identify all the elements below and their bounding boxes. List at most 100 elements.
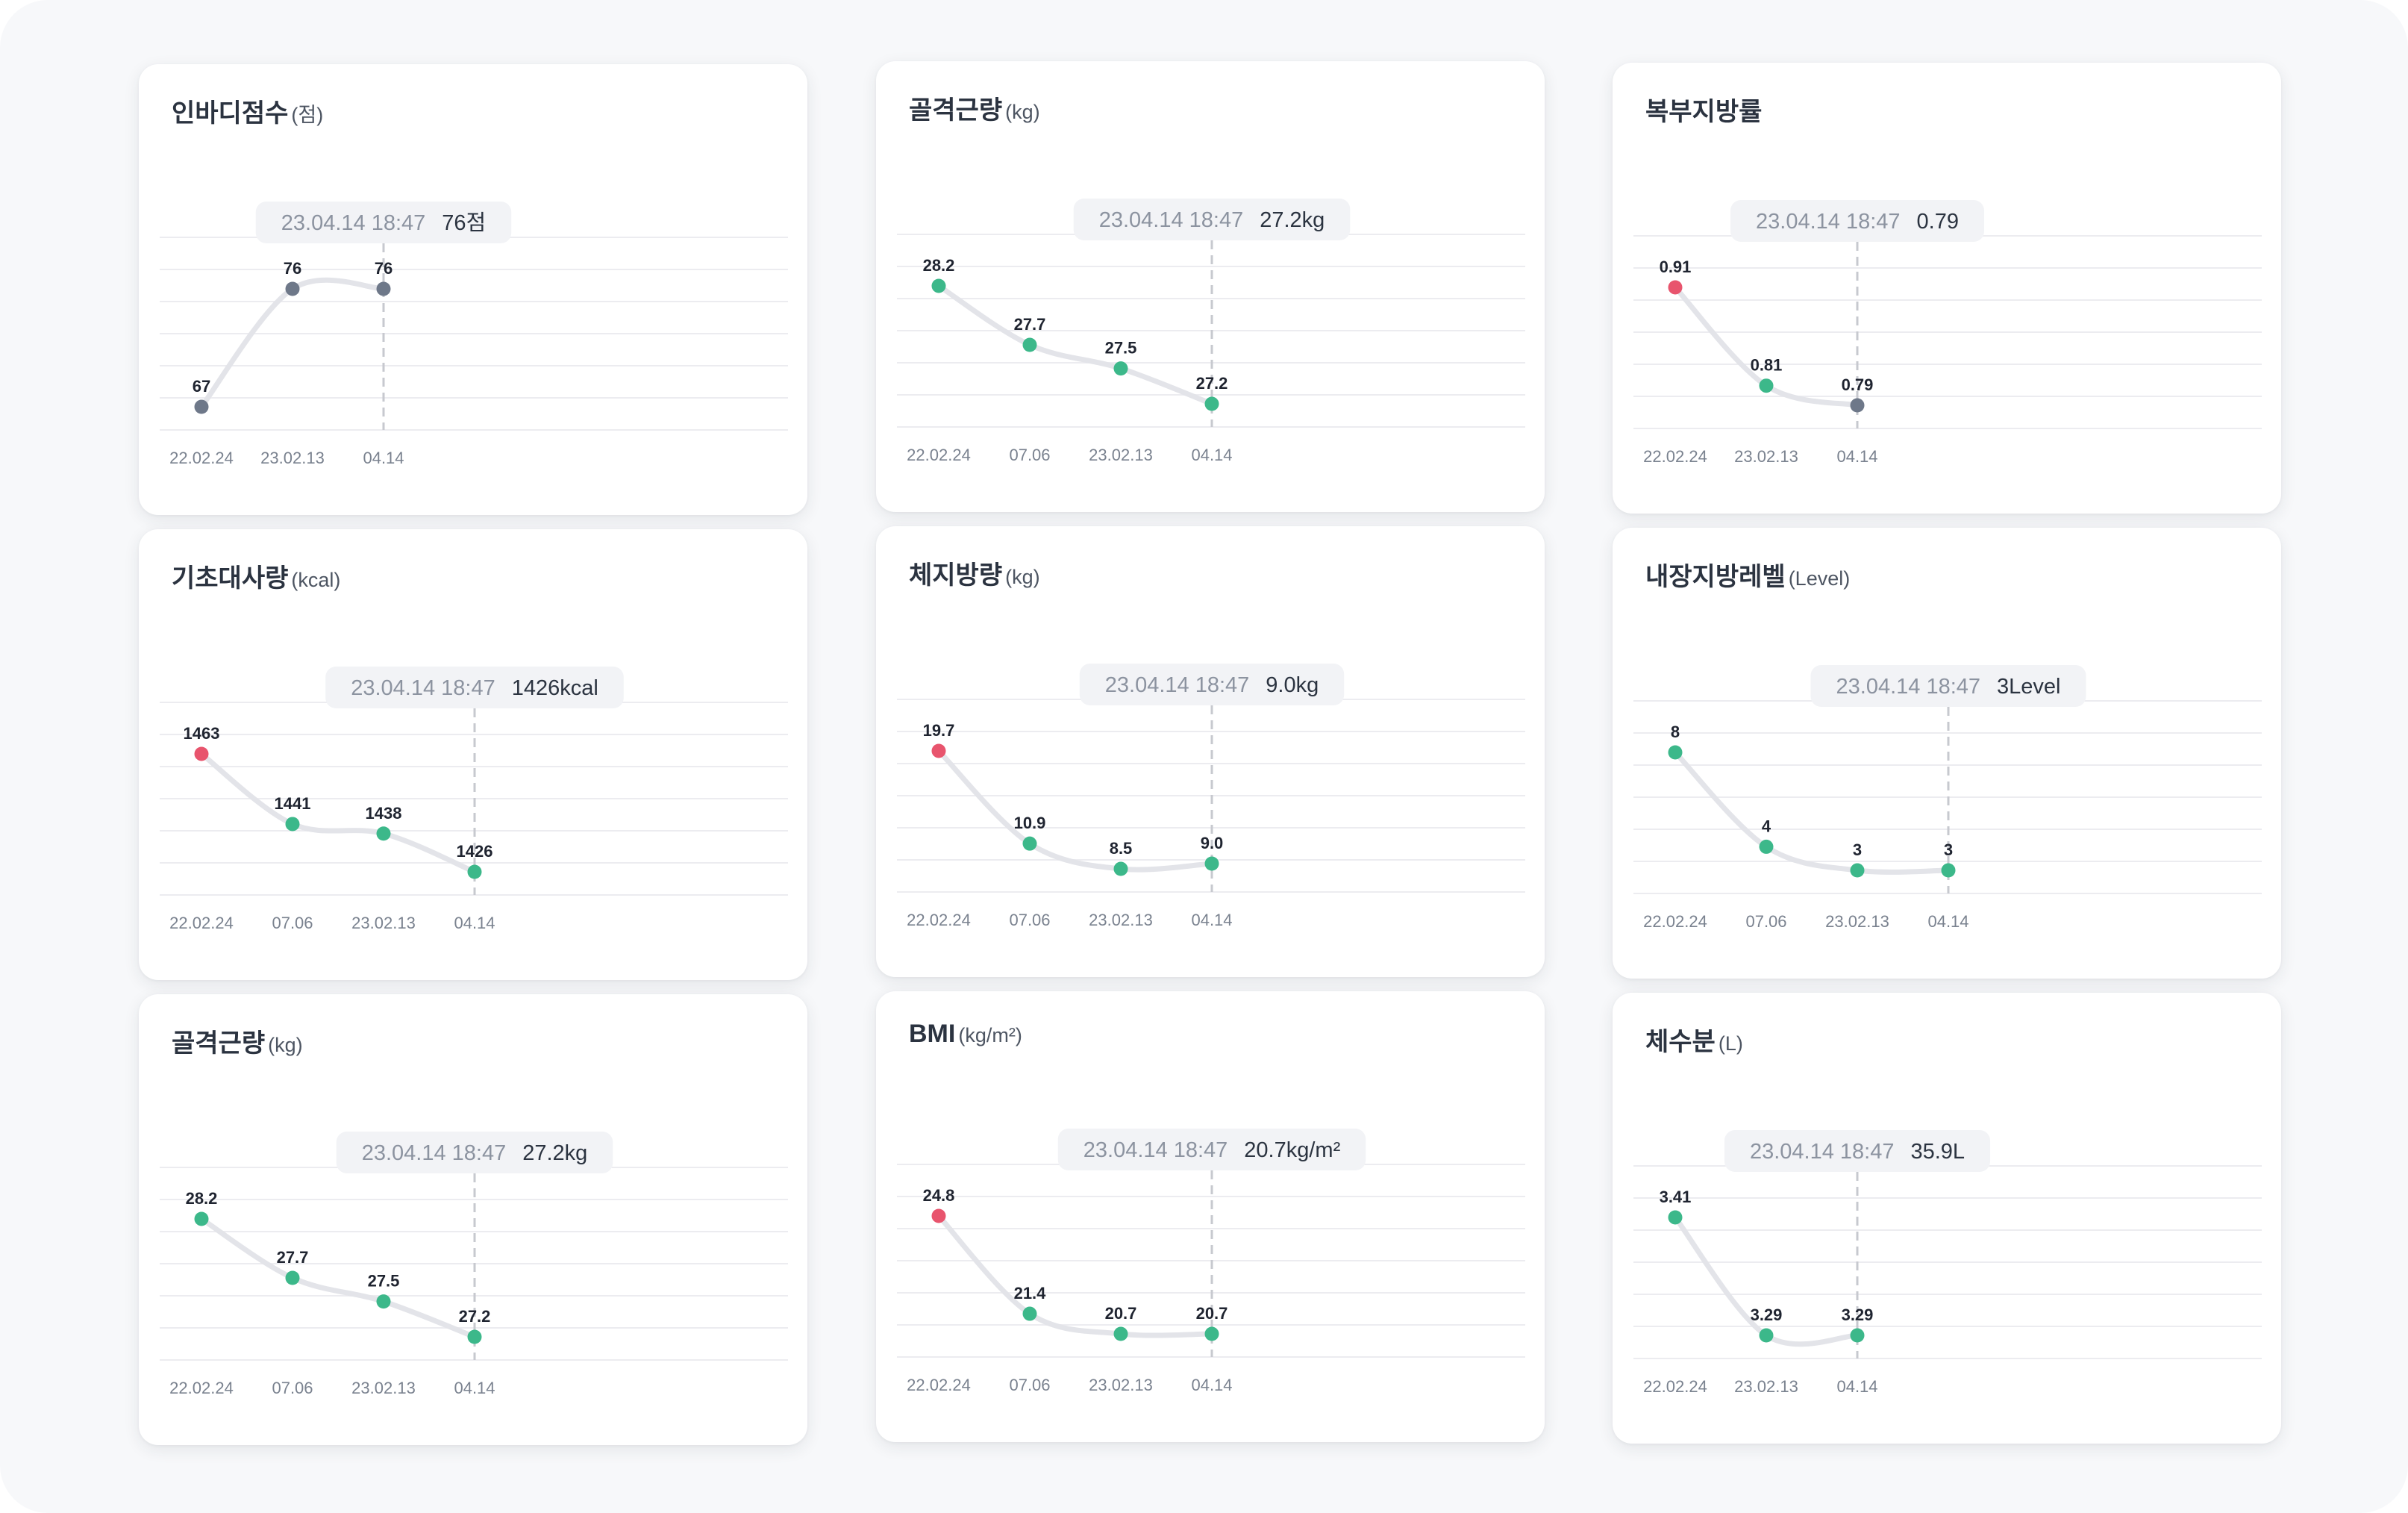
data-point[interactable] [1759,1328,1774,1343]
data-point[interactable] [1113,861,1128,876]
badge-value: 9.0kg [1266,673,1319,697]
trend-chart[interactable]: 0.91 0.81 0.79 22.02.24 23.02.13 04.14 23.04.1… [1613,63,2281,514]
series-line [936,1213,1215,1338]
series-line [198,277,387,410]
badge-background [325,667,624,708]
data-point[interactable] [376,281,391,296]
basal-metabolic-rate-card[interactable]: 기초대사량 (kcal) 1463 1441 1438 1426 22.02.24 07.0… [139,529,807,980]
data-point[interactable] [1022,1306,1037,1321]
data-label: 28.2 [923,256,955,275]
trend-chart[interactable]: 24.8 21.4 20.7 20.7 22.02.24 07.06 23.02.13 04.… [876,991,1545,1442]
data-label: 3.41 [1660,1188,1692,1206]
badge-datetime: 23.04.14 18:47 [1756,210,1901,234]
data-label: 3 [1944,840,1953,859]
data-label: 19.7 [923,721,955,740]
data-label: 1441 [275,794,311,813]
badge-value: 3Level [1997,675,2060,699]
data-label: 76 [284,259,301,278]
trend-chart[interactable]: 19.7 10.9 8.5 9.0 22.02.24 07.06 23.02.13 04.14… [876,526,1545,977]
badge-background [336,1132,613,1173]
bmi-card[interactable]: BMI (kg/m²) 24.8 21.4 20.7 20.7 22.02.24 07.06… [876,991,1545,1442]
x-tick-label: 23.02.13 [1825,912,1889,931]
data-point[interactable] [931,278,946,293]
metric-unit: (kg/m²) [958,1024,1022,1046]
x-tick-label: 23.02.13 [260,449,325,467]
data-point[interactable] [931,743,946,758]
trend-chart[interactable]: 28.2 27.7 27.5 27.2 22.02.24 07.06 23.02.13 04.… [139,994,807,1445]
data-point[interactable] [1668,745,1683,760]
data-point[interactable] [1941,863,1956,878]
trend-chart[interactable]: 67 76 76 22.02.24 23.02.13 04.14 23.04.14 18:4… [139,64,807,515]
data-point[interactable] [376,826,391,841]
x-tick-label: 23.02.13 [1089,446,1153,464]
selected-value-badge: 23.04.14 18:47 76점 [255,202,512,243]
metric-unit: (kg) [1005,566,1040,588]
inbody-score-card[interactable]: 인바디점수 (점) 67 76 76 22.02.24 23.02.13 04.14 23.0… [139,64,807,515]
skeletal-muscle-card-2[interactable]: 골격근량 (kg) 28.2 27.7 27.5 27.2 22.02.24 07.06 23… [139,994,807,1445]
badge-background [1057,1129,1366,1170]
body-fat-mass-card[interactable]: 체지방량 (kg) 19.7 10.9 8.5 9.0 22.02.24 07.06 23.0… [876,526,1545,977]
data-point[interactable] [467,864,482,879]
metric-name: 인바디점수 [172,99,289,128]
data-point[interactable] [285,281,300,296]
data-point[interactable] [1113,361,1128,376]
x-tick-label: 07.06 [1009,911,1050,929]
x-tick-label: 04.14 [454,914,495,932]
data-point[interactable] [1850,1328,1865,1343]
x-tick-label: 07.06 [1745,912,1786,931]
trend-chart[interactable]: 1463 1441 1438 1426 22.02.24 07.06 23.02.13 04.… [139,529,807,980]
data-point[interactable] [1204,1326,1219,1341]
series-line [936,748,1215,873]
badge-background [255,202,512,243]
x-tick-label: 22.02.24 [907,1376,971,1394]
data-point[interactable] [1022,337,1037,352]
x-tick-label: 23.02.13 [1089,1376,1153,1394]
selected-value-badge: 23.04.14 18:47 27.2kg [336,1132,613,1173]
trend-chart[interactable]: 28.2 27.7 27.5 27.2 22.02.24 07.06 23.02.13 04.… [876,61,1545,512]
data-point[interactable] [376,1294,391,1309]
data-point[interactable] [931,1208,946,1223]
data-point[interactable] [194,399,209,414]
data-point[interactable] [1850,863,1865,878]
selected-value-badge: 23.04.14 18:47 27.2kg [1073,199,1351,240]
visceral-fat-level-card[interactable]: 내장지방레벨 (Level) 8 4 3 3 22.02.24 07.06 23.02.13 0… [1613,528,2281,979]
data-point[interactable] [1113,1326,1128,1341]
data-point[interactable] [285,1270,300,1285]
data-point[interactable] [194,1211,209,1226]
data-point[interactable] [1022,836,1037,851]
data-point[interactable] [1759,839,1774,854]
badge-datetime: 23.04.14 18:47 [351,676,495,700]
badge-background [1073,199,1351,240]
data-point[interactable] [285,817,300,832]
metric-name: 내장지방레벨 [1645,563,1786,591]
data-point[interactable] [1668,1210,1683,1225]
data-point[interactable] [467,1329,482,1344]
data-label: 20.7 [1196,1304,1228,1323]
abdominal-fat-ratio-card[interactable]: 복부지방률 0.91 0.81 0.79 22.02.24 23.02.13 04.14 2… [1613,63,2281,514]
data-point[interactable] [1759,378,1774,393]
selected-value-badge: 23.04.14 18:47 20.7kg/m² [1057,1129,1366,1170]
badge-datetime: 23.04.14 18:47 [1083,1138,1228,1162]
data-label: 20.7 [1105,1304,1137,1323]
series-line [1672,1214,1860,1347]
trend-chart[interactable]: 3.41 3.29 3.29 22.02.24 23.02.13 04.14 23.04.1… [1613,993,2281,1444]
data-point[interactable] [1668,280,1683,295]
trend-chart[interactable]: 8 4 3 3 22.02.24 07.06 23.02.13 04.14 23.04.14 1… [1613,528,2281,979]
body-water-card[interactable]: 체수분 (L) 3.41 3.29 3.29 22.02.24 23.02.13 04.14… [1613,993,2281,1444]
metric-unit: (Level) [1788,567,1851,590]
skeletal-muscle-card[interactable]: 골격근량 (kg) 28.2 27.7 27.5 27.2 22.02.24 07.06 23… [876,61,1545,512]
metric-name: 골격근량 [172,1029,266,1058]
metric-unit: (kg) [268,1034,303,1056]
data-point[interactable] [1204,396,1219,411]
badge-background [1810,665,2086,707]
grid [1633,1165,2262,1359]
data-point[interactable] [1850,398,1865,413]
card-title: 체수분 (L) [1645,1021,1743,1058]
metric-name: 골격근량 [909,96,1003,125]
badge-value: 27.2kg [1260,208,1325,232]
data-point[interactable] [194,746,209,761]
metric-unit: (kg) [1005,101,1040,123]
badge-value: 1426kcal [512,676,598,700]
data-point[interactable] [1204,856,1219,871]
